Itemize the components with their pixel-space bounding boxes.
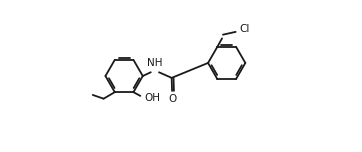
Text: NH: NH	[147, 58, 163, 68]
Text: Cl: Cl	[239, 24, 250, 35]
Text: O: O	[169, 94, 177, 104]
Text: OH: OH	[145, 93, 161, 103]
